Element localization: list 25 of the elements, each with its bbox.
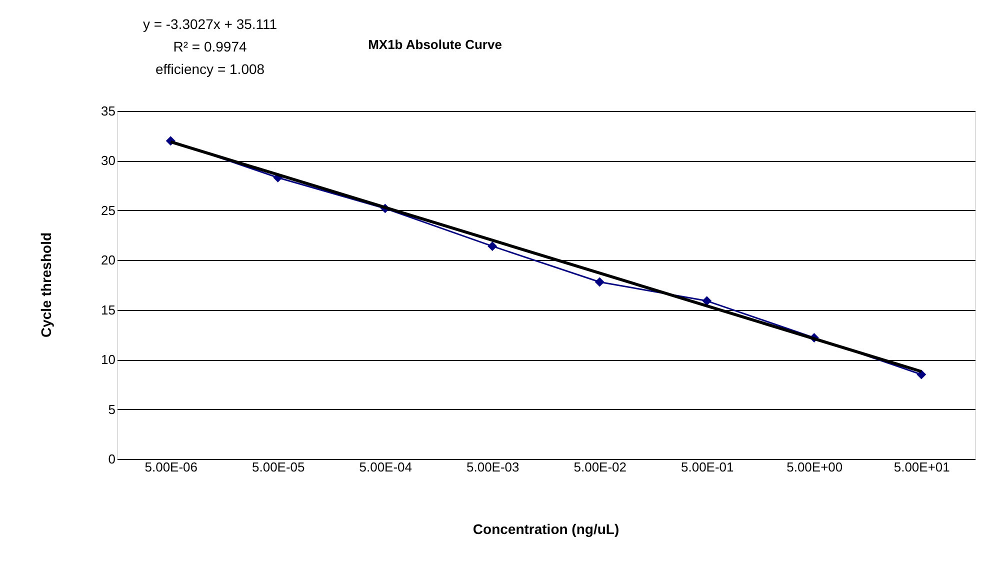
x-tick-label: 5.00E+00 — [786, 460, 843, 474]
point — [594, 277, 604, 287]
x-tick-label: 5.00E-05 — [252, 460, 305, 474]
x-tick-label: 5.00E-01 — [680, 460, 734, 474]
y-tick-label: 25 — [101, 202, 116, 218]
y-tick-label: 20 — [101, 252, 116, 268]
chart-title: MX1b Absolute Curve — [368, 37, 502, 52]
point — [488, 241, 498, 251]
y-tick-label: 30 — [101, 153, 116, 168]
x-axis-title: Concentration (ng/uL) — [472, 521, 620, 537]
x-tick-label: 5.00E-02 — [574, 460, 627, 474]
x-tick-label: 5.00E-03 — [466, 460, 520, 474]
point — [702, 296, 712, 306]
y-tick-label: 15 — [101, 302, 116, 318]
y-tick-label: 10 — [101, 352, 116, 368]
x-tick-label: 5.00E+01 — [894, 460, 950, 474]
y-tick-label: 0 — [108, 452, 116, 466]
y-tick-label: 35 — [101, 104, 116, 118]
text: efficiency = 1.008 — [155, 61, 265, 77]
x-tick-label: 5.00E-06 — [144, 460, 198, 474]
text: R² = 0.9974 — [173, 38, 247, 54]
y-tick-label: 5 — [108, 402, 116, 417]
text: y = -3.3027x + 35.111 — [142, 16, 278, 32]
y-axis-title: Cycle threshold — [38, 232, 54, 338]
x-tick-label: 5.00E-04 — [359, 460, 412, 474]
